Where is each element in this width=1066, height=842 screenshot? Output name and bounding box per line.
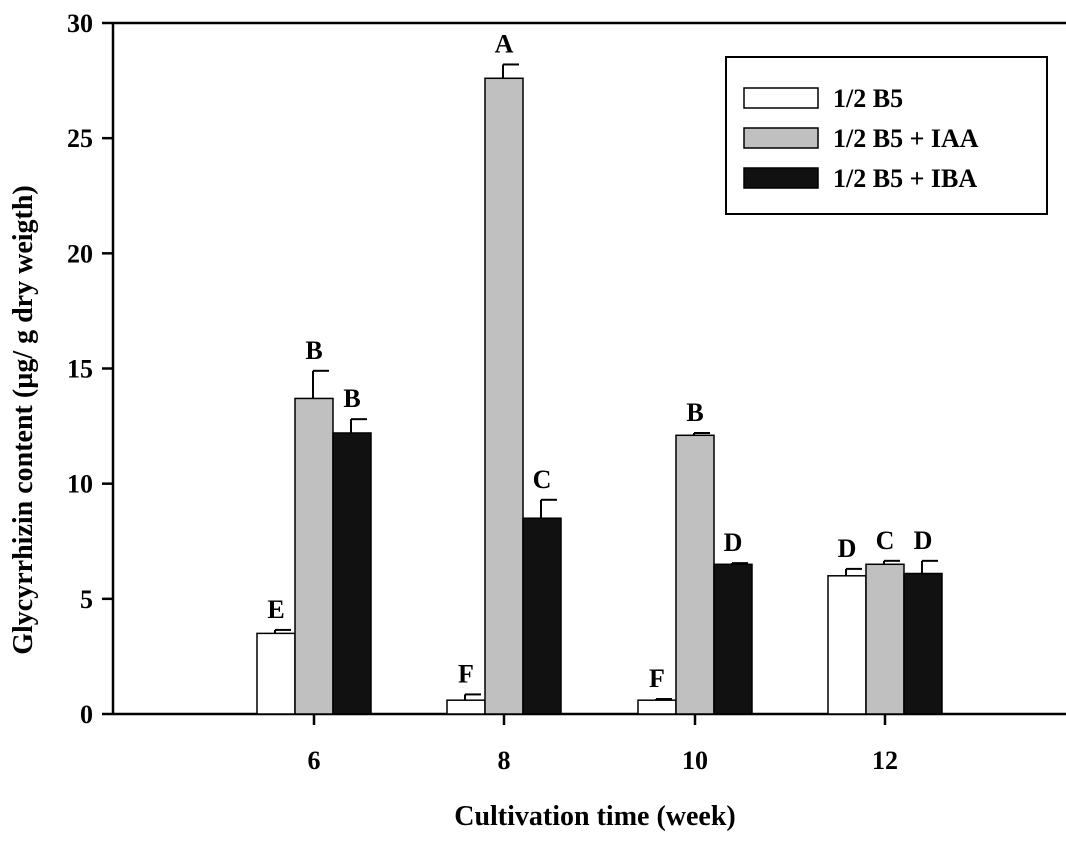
bars bbox=[256, 63, 943, 715]
significance-letter: B bbox=[305, 336, 322, 365]
legend-label: 1/2 B5 + IBA bbox=[833, 164, 977, 193]
bar bbox=[865, 563, 905, 715]
bar bbox=[675, 434, 715, 715]
y-tick-label: 25 bbox=[67, 124, 93, 153]
x-tick-label: 12 bbox=[872, 746, 898, 775]
significance-letter: D bbox=[724, 528, 743, 557]
legend: 1/2 B5 1/2 B5 + IAA 1/2 B5 + IBA bbox=[725, 56, 1048, 215]
significance-letter: D bbox=[914, 526, 933, 555]
bar bbox=[446, 699, 486, 715]
y-tick-label: 30 bbox=[67, 9, 93, 38]
bar bbox=[332, 432, 372, 715]
significance-letter: E bbox=[267, 595, 284, 624]
x-tick-label: 8 bbox=[498, 746, 511, 775]
significance-letter: F bbox=[649, 664, 665, 693]
significance-letter: D bbox=[838, 534, 857, 563]
legend-swatch bbox=[743, 167, 819, 189]
bar bbox=[903, 572, 943, 715]
y-tick-label: 5 bbox=[80, 585, 93, 614]
bar bbox=[827, 575, 867, 715]
significance-letter: C bbox=[533, 465, 552, 494]
bar bbox=[256, 632, 296, 715]
y-tick-label: 15 bbox=[67, 355, 93, 384]
legend-swatch bbox=[743, 127, 819, 149]
significance-letter: B bbox=[686, 398, 703, 427]
significance-letter: A bbox=[495, 29, 514, 58]
bar bbox=[294, 397, 334, 715]
legend-label: 1/2 B5 + IAA bbox=[833, 124, 979, 153]
bar bbox=[484, 77, 524, 715]
x-tick-label: 6 bbox=[308, 746, 321, 775]
y-axis-title: Glycyrrhizin content (µg/ g dry weigth) bbox=[8, 185, 39, 655]
bar bbox=[522, 517, 562, 715]
significance-letter: F bbox=[458, 659, 474, 688]
x-axis-title: Cultivation time (week) bbox=[454, 801, 736, 832]
legend-label: 1/2 B5 bbox=[833, 84, 903, 113]
y-tick-label: 0 bbox=[80, 700, 93, 729]
y-tick-label: 10 bbox=[67, 470, 93, 499]
bar bbox=[713, 563, 753, 715]
significance-letter: C bbox=[876, 526, 895, 555]
x-tick-label: 10 bbox=[682, 746, 708, 775]
y-tick-label: 20 bbox=[67, 239, 93, 268]
significance-letter: B bbox=[343, 384, 360, 413]
bar bbox=[637, 699, 677, 715]
legend-swatch bbox=[743, 87, 819, 109]
